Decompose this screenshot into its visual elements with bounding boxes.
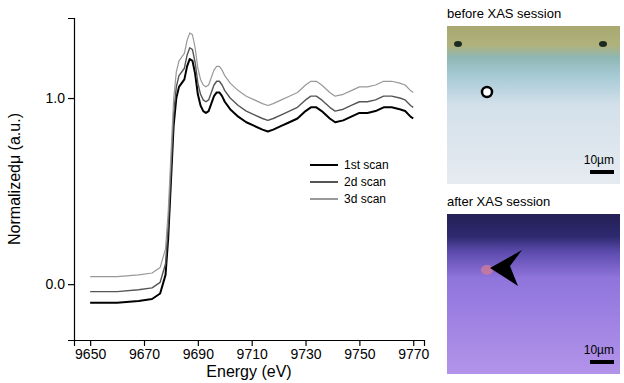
y-tick: 0.0: [46, 276, 74, 292]
plot-lines: [90, 33, 413, 303]
legend-swatch: [310, 164, 338, 166]
x-axis: 9650 9670 9690 9710 9730 9750 9770: [75, 340, 430, 362]
micrograph-panel: before XAS session 10µm: [447, 6, 620, 184]
legend-item: 2d scan: [310, 175, 386, 189]
legend-label: 3d scan: [344, 192, 386, 206]
y-tick-label: 1.0: [46, 90, 66, 106]
x-tick-label: 9730: [290, 346, 321, 362]
x-tick-label: 9650: [75, 346, 106, 362]
scale-bar: [590, 360, 614, 364]
x-tick: 9710: [237, 340, 268, 362]
dark-spot: [454, 41, 462, 47]
scale-bar-label: 10µm: [584, 153, 614, 167]
y-axis: 0.0 1.0: [46, 19, 75, 341]
x-tick: 9670: [129, 340, 160, 362]
x-tick: 9750: [344, 340, 375, 362]
y-axis-line: [68, 19, 75, 341]
legend-item: 3d scan: [310, 192, 386, 206]
spot-marker: [482, 87, 492, 97]
micrograph: [447, 26, 620, 184]
spectrum-line: [90, 33, 413, 277]
spectrum-line: [90, 59, 413, 303]
legend-label: 1st scan: [344, 158, 389, 172]
legend-swatch: [310, 181, 338, 183]
y-tick: 1.0: [46, 90, 74, 106]
x-tick: 9770: [398, 340, 429, 362]
micrograph-panel: after XAS session 10µm: [447, 194, 620, 374]
panel-title: before XAS session: [447, 6, 561, 21]
y-tick-mark: [68, 98, 74, 99]
beam-spot: [481, 265, 493, 275]
panel-title: after XAS session: [447, 194, 550, 209]
legend-item: 1st scan: [310, 158, 389, 172]
micrograph: [447, 214, 620, 374]
dark-spot: [599, 41, 607, 47]
x-tick-label: 9750: [344, 346, 375, 362]
legend-label: 2d scan: [344, 175, 386, 189]
scale-bar: [590, 170, 614, 174]
x-axis-title: Energy (eV): [206, 363, 291, 380]
spectrum-line: [90, 48, 413, 292]
y-tick-label: 0.0: [46, 276, 66, 292]
figure: 9650 9670 9690 9710 9730 9750 9770 0.0 1.0 Energy…: [0, 0, 624, 383]
legend: 1st scan 2d scan 3d scan: [310, 158, 389, 206]
x-tick-label: 9770: [398, 346, 429, 362]
x-tick-label: 9670: [129, 346, 160, 362]
x-tick-label: 9690: [183, 346, 214, 362]
legend-swatch: [310, 198, 338, 200]
y-axis-title: Normalizedμ (a.u.): [6, 113, 23, 245]
x-tick: 9650: [75, 340, 106, 362]
x-tick: 9730: [290, 340, 321, 362]
x-tick: 9690: [183, 340, 214, 362]
x-tick-label: 9710: [237, 346, 268, 362]
scale-bar-label: 10µm: [584, 343, 614, 357]
arrow: [490, 250, 522, 286]
y-tick-mark: [68, 284, 74, 285]
